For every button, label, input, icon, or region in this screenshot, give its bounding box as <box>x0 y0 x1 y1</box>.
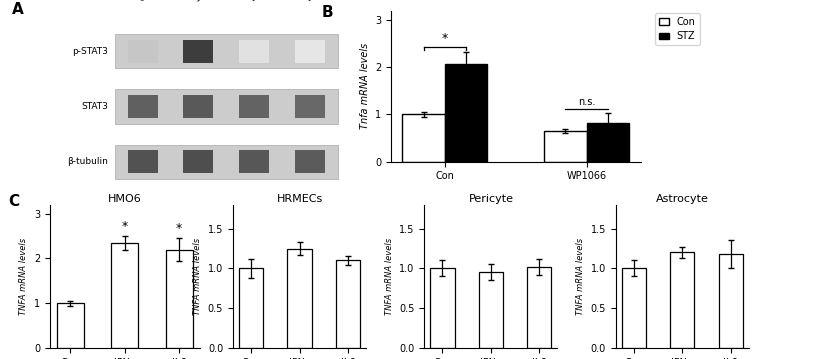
Text: Con: Con <box>137 0 156 4</box>
Text: β-tubulin: β-tubulin <box>67 157 108 166</box>
Bar <box>403 115 445 162</box>
Text: WP1066: WP1066 <box>249 0 280 4</box>
Text: STZ: STZ <box>193 0 210 4</box>
Bar <box>544 131 587 162</box>
Text: *: * <box>176 222 182 235</box>
Title: HRMECs: HRMECs <box>276 194 323 204</box>
Bar <box>239 269 263 348</box>
Text: p-STAT3: p-STAT3 <box>72 47 108 56</box>
Bar <box>166 250 193 348</box>
Bar <box>240 95 270 118</box>
Bar <box>287 248 312 348</box>
Text: *: * <box>442 32 448 45</box>
Y-axis label: TNFA mRNA levels: TNFA mRNA levels <box>384 238 394 315</box>
Bar <box>622 269 646 348</box>
Bar <box>111 243 138 348</box>
Y-axis label: TNFA mRNA levels: TNFA mRNA levels <box>19 238 28 315</box>
Bar <box>445 64 488 162</box>
Bar <box>128 95 158 118</box>
Bar <box>183 150 213 173</box>
Bar <box>183 40 213 63</box>
Bar <box>115 89 338 123</box>
Y-axis label: TNFA mRNA levels: TNFA mRNA levels <box>193 238 202 315</box>
Y-axis label: Tnfa mRNA levels: Tnfa mRNA levels <box>359 43 369 129</box>
Bar <box>670 252 695 348</box>
Bar <box>527 267 552 348</box>
Bar <box>128 40 158 63</box>
Title: Astrocyte: Astrocyte <box>656 194 709 204</box>
Bar <box>587 123 629 162</box>
Bar <box>295 150 324 173</box>
Text: C: C <box>8 194 19 209</box>
Bar <box>336 261 360 348</box>
Text: n.s.: n.s. <box>578 97 596 107</box>
Bar <box>128 150 158 173</box>
Bar <box>240 150 270 173</box>
Bar <box>115 34 338 69</box>
Bar <box>57 303 84 348</box>
Bar <box>115 145 338 179</box>
Text: B: B <box>321 5 333 20</box>
Text: WP1066+STZ: WP1066+STZ <box>305 0 354 4</box>
Text: A: A <box>12 2 23 17</box>
Legend: Con, STZ: Con, STZ <box>656 13 700 45</box>
Bar <box>295 40 324 63</box>
Title: Pericyte: Pericyte <box>468 194 513 204</box>
Bar <box>430 269 454 348</box>
Text: STAT3: STAT3 <box>82 102 108 111</box>
Bar <box>240 40 270 63</box>
Bar <box>183 95 213 118</box>
Y-axis label: TNFA mRNA levels: TNFA mRNA levels <box>576 238 585 315</box>
Text: *: * <box>121 220 128 233</box>
Title: HMO6: HMO6 <box>108 194 141 204</box>
Bar <box>295 95 324 118</box>
Bar <box>719 254 743 348</box>
Bar <box>478 272 503 348</box>
